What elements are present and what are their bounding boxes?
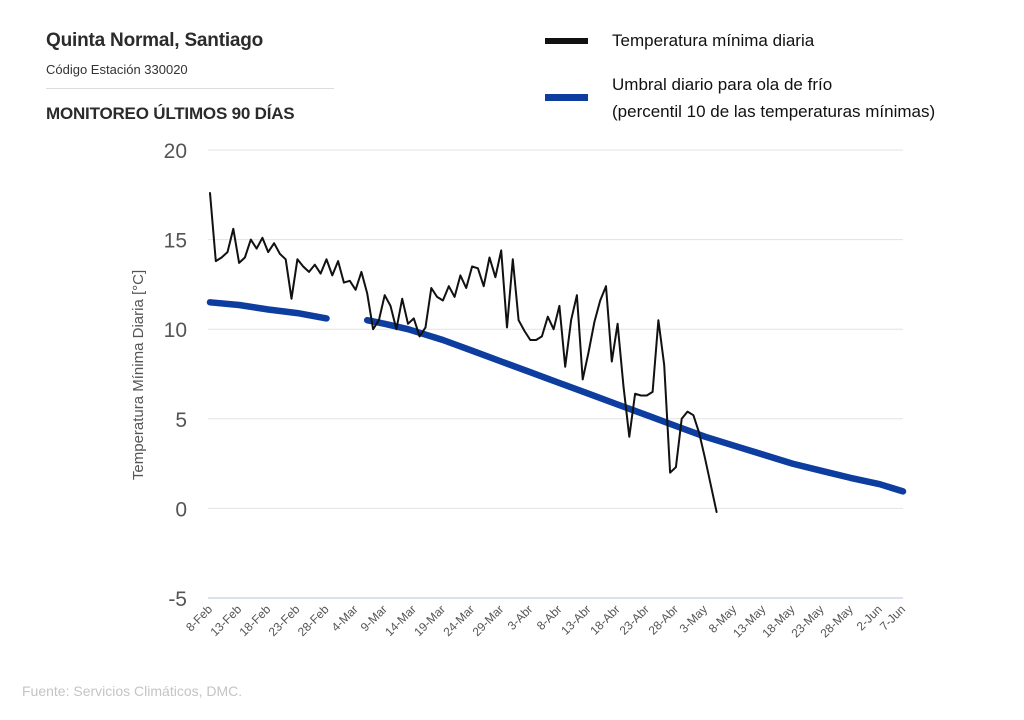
x-tick-label: 28-Feb xyxy=(295,602,332,639)
y-tick-label: 0 xyxy=(175,498,187,521)
header-divider xyxy=(46,88,334,89)
x-tick-label: 13-Abr xyxy=(558,602,593,637)
x-tick-label: 7-Jun xyxy=(877,602,908,633)
y-tick-label: 20 xyxy=(164,140,187,163)
monitor-title: MONITOREO ÚLTIMOS 90 DÍAS xyxy=(46,104,295,123)
legend-label-threshold-line2: (percentil 10 de las temperaturas mínima… xyxy=(612,102,936,121)
threshold-line-segment-2 xyxy=(363,316,907,495)
x-tick-label: 19-Mar xyxy=(411,602,448,639)
x-axis-ticks: 8-Feb13-Feb18-Feb23-Feb28-Feb4-Mar9-Mar1… xyxy=(183,602,908,640)
x-tick-label: 23-Abr xyxy=(617,602,652,637)
x-tick-label: 24-Mar xyxy=(440,602,477,639)
threshold-line-segment-1 xyxy=(206,299,330,322)
x-tick-label: 3-Abr xyxy=(505,602,536,633)
x-tick-label: 29-Mar xyxy=(470,602,507,639)
legend-swatch-threshold xyxy=(545,94,588,101)
x-tick-label: 13-Feb xyxy=(207,602,244,639)
legend-label-min-temp: Temperatura mínima diaria xyxy=(612,31,815,50)
x-tick-label: 18-Abr xyxy=(587,602,622,637)
legend-label-threshold-line1: Umbral diario para ola de frío xyxy=(612,75,833,94)
x-tick-label: 4-Mar xyxy=(329,602,361,634)
y-axis-label: Temperatura Mínima Diaria [°C] xyxy=(130,270,147,480)
min-temp-line-segment-1 xyxy=(209,192,718,513)
y-axis-ticks: 20 15 10 5 0 -5 xyxy=(164,140,187,611)
y-tick-label: 10 xyxy=(164,319,187,342)
y-tick-label: 15 xyxy=(164,230,187,253)
x-tick-label: 2-Jun xyxy=(854,602,885,633)
x-tick-label: 18-Feb xyxy=(237,602,274,639)
x-tick-label: 28-May xyxy=(818,602,856,640)
x-tick-label: 23-Feb xyxy=(266,602,303,639)
legend-swatch-min-temp xyxy=(545,38,588,44)
grid-layer xyxy=(208,149,903,599)
station-code: Código Estación 330020 xyxy=(46,62,188,77)
x-tick-label: 28-Abr xyxy=(646,602,681,637)
x-tick-label: 14-Mar xyxy=(382,602,419,639)
y-tick-label: 5 xyxy=(175,409,187,432)
x-tick-label: 3-May xyxy=(677,602,710,635)
source-note: Fuente: Servicios Climáticos, DMC. xyxy=(22,683,243,699)
station-name: Quinta Normal, Santiago xyxy=(46,30,264,51)
y-tick-label: -5 xyxy=(168,588,187,611)
series-layer xyxy=(206,192,907,513)
